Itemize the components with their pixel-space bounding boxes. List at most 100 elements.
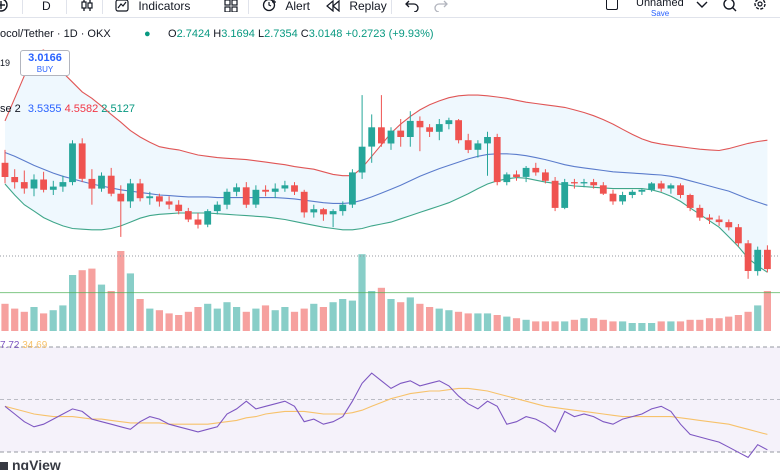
volume-bar <box>213 308 221 331</box>
rsi-legend[interactable]: 7.72 34.69 <box>0 340 47 351</box>
volume-bar <box>377 287 385 331</box>
replay-button[interactable]: Replay <box>326 0 387 16</box>
candle-body <box>49 186 57 190</box>
volume-bar <box>609 321 617 331</box>
candle-body <box>223 191 231 205</box>
save-layout-icon[interactable] <box>606 0 618 10</box>
candle-body <box>281 185 289 189</box>
volume-bar <box>348 300 356 331</box>
volume-bar <box>483 313 492 331</box>
layout-name[interactable]: Unnamed <box>636 0 684 9</box>
volume-bar <box>300 308 308 331</box>
open-label: O <box>168 28 177 40</box>
bollinger-label: se 2 <box>0 103 21 115</box>
candle-body <box>532 167 540 173</box>
candle-body <box>184 211 192 220</box>
settings-gear-icon[interactable] <box>752 0 768 16</box>
candle-body <box>435 124 443 132</box>
alert-button[interactable]: Alert <box>262 0 310 16</box>
volume-bar <box>454 311 463 331</box>
candle-body <box>242 187 250 205</box>
volume-bar <box>97 284 106 331</box>
candle-body <box>11 177 19 183</box>
candle-body <box>426 127 433 132</box>
volume-bar <box>30 307 38 331</box>
volume-bar <box>734 315 742 331</box>
volume-bar <box>474 313 482 331</box>
volume-bar <box>763 291 771 331</box>
quick-search-icon[interactable] <box>722 0 738 16</box>
replay-icon <box>326 0 340 13</box>
volume-bar <box>705 318 714 331</box>
templates-icon[interactable] <box>224 0 238 16</box>
bollinger-lower-line <box>4 177 768 273</box>
candle-body <box>329 211 337 215</box>
volume-bar <box>522 319 530 331</box>
bollinger-legend[interactable]: se 2 3.5355 4.5582 2.5127 <box>0 103 135 115</box>
volume-bar <box>271 310 279 331</box>
candle-body <box>320 209 327 215</box>
rsi-ma-value: 34.69 <box>22 340 48 351</box>
interval-button[interactable]: D <box>42 0 51 13</box>
candle-body <box>349 172 356 205</box>
alert-label: Alert <box>285 0 311 13</box>
volume-bar <box>512 318 521 331</box>
candle-body <box>146 196 154 199</box>
volume-bar <box>590 318 598 331</box>
redo-icon[interactable] <box>434 0 448 16</box>
top-toolbar: D Indicators Alert Replay Unnamed Save <box>0 0 780 18</box>
candle-body <box>136 183 144 199</box>
candle-body <box>1 162 9 177</box>
candle-body <box>397 130 405 137</box>
candle-body <box>88 178 96 189</box>
volume-bar <box>619 321 627 331</box>
rsi-value: 7.72 <box>0 340 20 351</box>
candle-body <box>744 243 752 271</box>
candle-body <box>571 182 578 184</box>
save-status: Save <box>651 9 670 18</box>
volume-bar <box>435 308 443 331</box>
indicators-button[interactable]: Indicators <box>115 0 190 16</box>
volume-bar <box>628 323 636 331</box>
volume-bar <box>754 305 762 331</box>
volume-bar <box>445 310 453 331</box>
bar-style-icon[interactable] <box>80 0 94 16</box>
volume-bar <box>561 321 569 331</box>
candle-body <box>542 172 549 181</box>
volume-bar <box>184 311 192 331</box>
market-open-dot: ● <box>144 28 151 40</box>
candle-body <box>609 193 617 202</box>
layout-dropdown-icon[interactable] <box>696 0 708 16</box>
buy-button[interactable]: 3.0166 BUY <box>20 50 70 76</box>
volume-bar <box>155 310 163 331</box>
candle-body <box>416 120 424 128</box>
add-symbol-icon[interactable] <box>0 0 10 16</box>
volume-bar <box>242 311 250 331</box>
volume-bar <box>532 321 540 331</box>
volume-bar <box>319 307 327 331</box>
candle-body <box>78 143 86 179</box>
candle-body <box>493 137 501 183</box>
volume-bar <box>715 318 723 331</box>
indicators-icon <box>115 0 129 12</box>
candle-body <box>117 193 125 202</box>
undo-icon[interactable] <box>405 0 419 16</box>
watermark-text: ngView <box>12 457 61 470</box>
symbol-title[interactable]: ocol/Tether · 1D · OKX <box>0 28 111 40</box>
bb-basis-value: 3.5355 <box>27 103 62 115</box>
candle-body <box>754 249 762 272</box>
candle-body <box>522 167 530 177</box>
volume-bar <box>541 321 549 331</box>
candle-body <box>725 222 733 228</box>
candle-body <box>310 209 318 213</box>
candle-body <box>590 182 598 186</box>
volume-bar <box>59 305 67 331</box>
volume-bar <box>281 307 289 331</box>
volume-bar <box>49 310 57 331</box>
candle-body <box>715 219 723 223</box>
close-label: C <box>300 28 309 40</box>
volume-bar <box>503 316 511 331</box>
volume-bar <box>648 323 656 331</box>
open-value: 2.7424 <box>176 28 211 40</box>
